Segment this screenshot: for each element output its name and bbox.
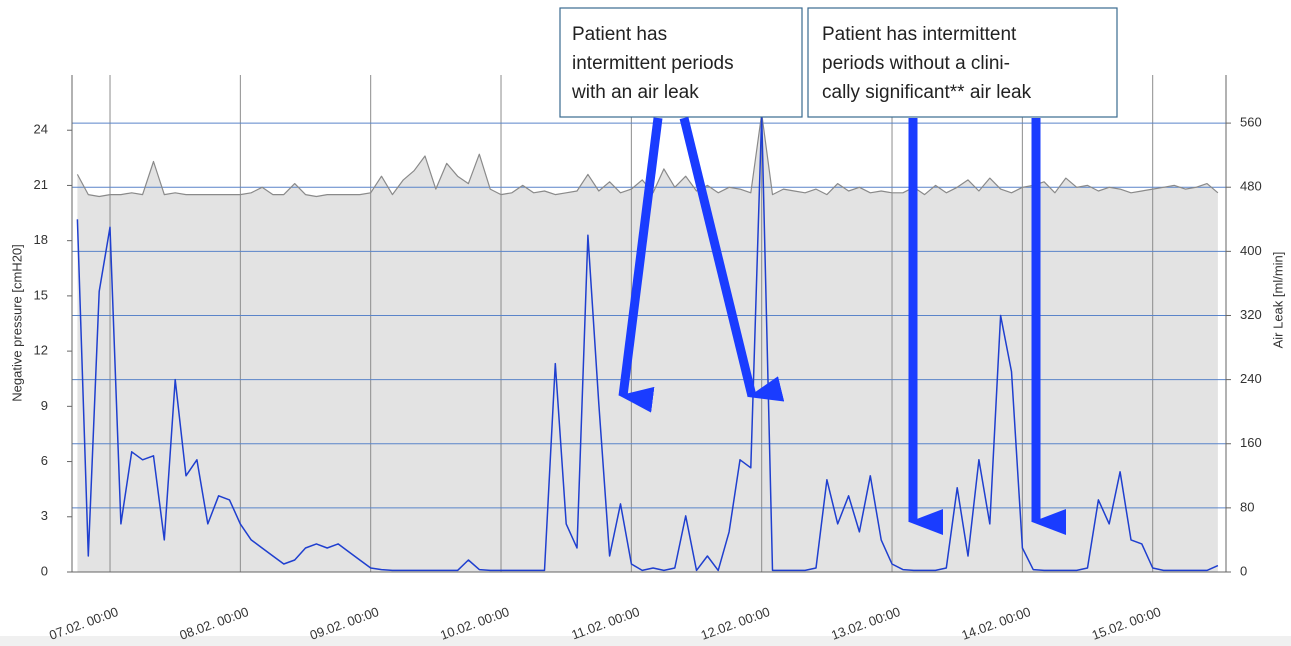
footer-strip — [0, 636, 1291, 646]
annotation-text: cally significant** air leak — [822, 82, 1032, 103]
annotation-text: Patient has intermittent — [822, 24, 1017, 45]
annotation-text: intermittent periods — [572, 53, 734, 74]
y-axis-label: Negative pressure [cmH20] — [9, 244, 24, 402]
annotation-text: periods without a clini- — [822, 53, 1010, 74]
y2-tick-label: 560 — [1240, 115, 1262, 130]
y-tick-label: 21 — [34, 177, 48, 192]
y-tick-label: 0 — [41, 563, 48, 578]
y2-tick-label: 240 — [1240, 371, 1262, 386]
y-tick-label: 18 — [34, 232, 48, 247]
annotation-text: with an air leak — [571, 82, 699, 103]
y-tick-label: 12 — [34, 343, 48, 358]
series-area — [77, 113, 1218, 572]
y-tick-label: 15 — [34, 287, 48, 302]
annotation-box — [807, 7, 1118, 118]
y2-tick-label: 0 — [1240, 563, 1247, 578]
y-tick-label: 3 — [41, 508, 48, 523]
y-tick-label: 9 — [41, 398, 48, 413]
plot-area — [71, 75, 1227, 573]
annotations: Patient has intermittent periods with an… — [559, 7, 1118, 535]
y-tick-label: 24 — [34, 122, 48, 137]
series-line — [76, 114, 1219, 572]
annotation-box — [559, 7, 803, 118]
arrow — [618, 117, 663, 413]
y2-tick-label: 160 — [1240, 435, 1262, 450]
annotation-text: Patient has — [572, 24, 667, 45]
y2-axis-label: Air Leak [ml/min] — [1270, 252, 1285, 349]
y2-tick-label: 480 — [1240, 179, 1262, 194]
y2-tick-label: 320 — [1240, 307, 1262, 322]
y-tick-label: 6 — [41, 453, 48, 468]
arrow — [679, 116, 785, 402]
y2-tick-label: 80 — [1240, 499, 1254, 514]
y2-tick-label: 400 — [1240, 243, 1262, 258]
